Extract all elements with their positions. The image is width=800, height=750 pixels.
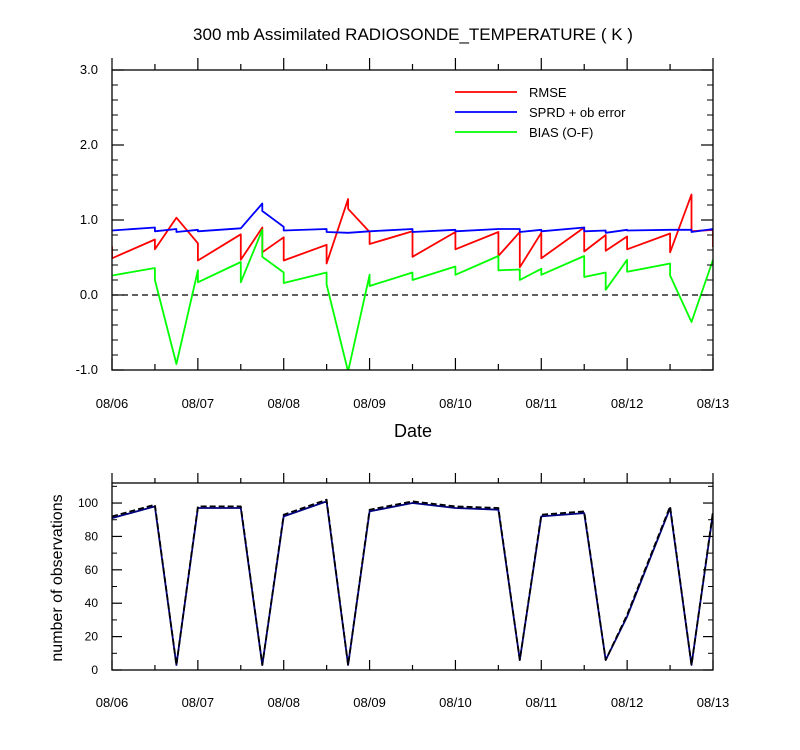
bottom-chart: 08/06 08/07 08/08 08/09 08/10 08/11 08/12 08/13…: [78, 473, 729, 710]
x-tick-label: 08/08: [267, 396, 300, 411]
plot-frame: [111, 482, 714, 671]
y-tick-label: 60: [85, 563, 99, 577]
x-tick-label: 08/07: [182, 695, 215, 710]
x-tick-label: 08/11: [525, 396, 557, 411]
series-1-solid-line: [112, 500, 713, 666]
x-tick-label: 08/12: [611, 396, 644, 411]
series-2-dashed-line: [112, 498, 713, 666]
y-tick-label: 40: [85, 596, 99, 610]
x-tick-label: 08/12: [611, 695, 644, 710]
legend-label: SPRD + ob error: [529, 105, 626, 120]
bias-o-f-line: [112, 228, 713, 370]
top-chart: 08/06 08/07 08/08 08/09 08/10 08/11 08/12 08/13…: [76, 58, 730, 411]
series-group: [112, 498, 713, 666]
x-tick-label: 08/07: [182, 396, 215, 411]
x-tick-label: 08/13: [697, 695, 730, 710]
plot-frame: [111, 69, 714, 371]
legend-label: BIAS (O-F): [529, 125, 593, 140]
y-tick-label: 2.0: [80, 137, 98, 152]
top-chart-xlabel: Date: [394, 421, 432, 441]
sprd-ob-error-line: [112, 202, 713, 234]
x-tick-label: 08/06: [96, 695, 129, 710]
x-tick-label: 08/10: [439, 695, 472, 710]
top-chart-title: 300 mb Assimilated RADIOSONDE_TEMPERATUR…: [193, 25, 633, 44]
legend-label: RMSE: [529, 85, 567, 100]
bottom-chart-ylabel: number of observations: [49, 494, 66, 661]
y-tick-label: 0.0: [80, 287, 98, 302]
y-tick-label: 80: [85, 529, 99, 543]
x-tick-label: 08/09: [353, 396, 386, 411]
x-tick-label: 08/06: [96, 396, 129, 411]
x-tick-label: 08/11: [525, 695, 557, 710]
series-group: [112, 193, 713, 370]
y-tick-label: -1.0: [76, 362, 98, 377]
y-tick-label: 3.0: [80, 62, 98, 77]
x-tick-label: 08/10: [439, 396, 472, 411]
y-tick-label: 1.0: [80, 212, 98, 227]
rmse-line: [112, 193, 713, 269]
y-tick-label: 100: [78, 496, 98, 510]
x-tick-label: 08/13: [697, 396, 730, 411]
y-tick-label: 0: [91, 663, 98, 677]
x-tick-label: 08/09: [353, 695, 386, 710]
x-tick-label: 08/08: [267, 695, 300, 710]
y-tick-label: 20: [85, 630, 99, 644]
